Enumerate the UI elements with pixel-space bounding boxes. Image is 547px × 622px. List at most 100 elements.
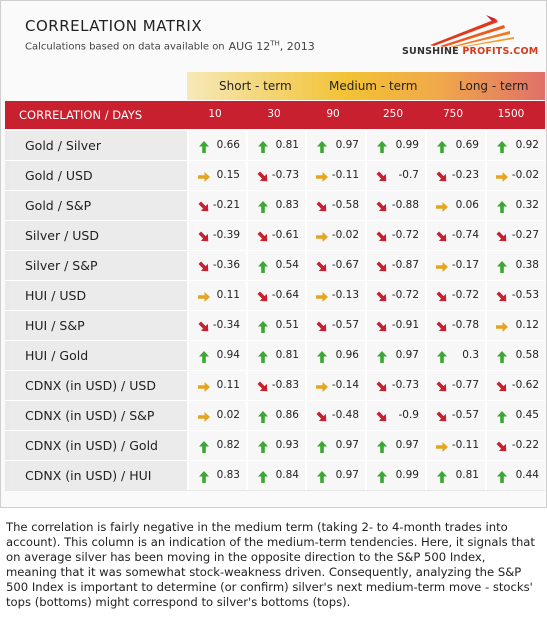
trend-up-arrow-icon — [495, 409, 509, 423]
correlation-cell: -0.22 — [485, 431, 545, 460]
correlation-value: 0.99 — [395, 469, 419, 481]
column-header-750: 750 — [442, 108, 464, 120]
correlation-cell: -0.48 — [305, 401, 365, 430]
correlation-cell: -0.7 — [365, 161, 425, 190]
correlation-cell: -0.34 — [187, 311, 246, 340]
correlation-value: 0.97 — [335, 139, 359, 151]
correlation-cell: 0.97 — [365, 431, 425, 460]
commentary-text: The correlation is fairly negative in th… — [6, 520, 535, 609]
trend-down-arrow-icon — [256, 289, 270, 303]
correlation-cell: -0.13 — [305, 281, 365, 310]
trend-up-arrow-icon — [197, 139, 211, 153]
trend-flat-arrow-icon — [495, 169, 509, 183]
correlation-cell: 0.69 — [425, 131, 485, 160]
correlation-value: 0.99 — [395, 139, 419, 151]
table-row: Gold / Silver 0.66 0.81 0.97 0.99 0.69 0.92 — [5, 130, 545, 161]
table-row: CDNX (in USD) / Gold 0.82 0.93 0.97 0.97 -0.1… — [5, 430, 545, 461]
correlation-value: -0.67 — [331, 259, 359, 271]
page-subtitle: Calculations based on data available on A… — [25, 39, 315, 53]
correlation-cell: 0.51 — [246, 311, 305, 340]
correlation-value: 0.11 — [216, 289, 240, 301]
row-label: Silver / S&P — [9, 251, 187, 280]
correlation-value: -0.36 — [212, 259, 240, 271]
correlation-value: -0.74 — [451, 229, 479, 241]
trend-down-arrow-icon — [315, 199, 329, 213]
trend-flat-arrow-icon — [315, 289, 329, 303]
correlation-cell: 0.12 — [485, 311, 545, 340]
trend-up-arrow-icon — [495, 349, 509, 363]
trend-up-arrow-icon — [256, 439, 270, 453]
correlation-value: 0.86 — [275, 409, 299, 421]
correlation-cell: -0.11 — [305, 161, 365, 190]
correlation-value: -0.9 — [398, 409, 420, 421]
correlation-value: 0.81 — [275, 139, 299, 151]
correlation-cell: 0.83 — [246, 191, 305, 220]
trend-flat-arrow-icon — [197, 169, 211, 183]
correlation-value: -0.7 — [398, 169, 420, 181]
trend-up-arrow-icon — [256, 409, 270, 423]
correlation-cell: -0.88 — [365, 191, 425, 220]
date-sup: TH — [270, 39, 280, 47]
correlation-value: 0.58 — [515, 349, 539, 361]
correlation-cell: -0.87 — [365, 251, 425, 280]
correlation-cell: 0.99 — [365, 461, 425, 490]
table-row: Silver / USD -0.39 -0.61 -0.02 -0.72 -0.74 -0.… — [5, 220, 545, 251]
correlation-cell: 0.97 — [365, 341, 425, 370]
correlation-value: -0.39 — [212, 229, 240, 241]
correlation-value: -0.11 — [331, 169, 359, 181]
correlation-value: 0.44 — [515, 469, 539, 481]
trend-up-arrow-icon — [315, 139, 329, 153]
column-header-90: 90 — [326, 108, 340, 120]
trend-up-arrow-icon — [435, 469, 449, 483]
correlation-value: 0.51 — [275, 319, 299, 331]
subtitle-text: Calculations based on data available on — [25, 41, 225, 53]
table-row: Silver / S&P -0.36 0.54 -0.67 -0.87 -0.17 0.38 — [5, 250, 545, 281]
correlation-cell: 0.11 — [187, 281, 246, 310]
correlation-cell: 0.93 — [246, 431, 305, 460]
row-label: Gold / USD — [9, 161, 187, 190]
row-label: CDNX (in USD) / USD — [9, 371, 187, 400]
trend-down-arrow-icon — [435, 169, 449, 183]
correlation-cell: -0.57 — [425, 401, 485, 430]
trend-down-arrow-icon — [375, 169, 389, 183]
trend-up-arrow-icon — [375, 439, 389, 453]
trend-up-arrow-icon — [435, 139, 449, 153]
trend-flat-arrow-icon — [315, 379, 329, 393]
correlation-cell: -0.17 — [425, 251, 485, 280]
correlation-value: -0.62 — [511, 379, 539, 391]
correlation-value: -0.83 — [271, 379, 299, 391]
correlation-value: -0.58 — [331, 199, 359, 211]
row-label: HUI / Gold — [9, 341, 187, 370]
correlation-value: -0.11 — [451, 439, 479, 451]
date-prefix: AUG 12 — [228, 39, 271, 53]
correlation-value: -0.48 — [331, 409, 359, 421]
correlation-value: -0.77 — [451, 379, 479, 391]
correlation-value: 0.97 — [335, 439, 359, 451]
trend-down-arrow-icon — [256, 379, 270, 393]
trend-flat-arrow-icon — [197, 289, 211, 303]
trend-up-arrow-icon — [435, 349, 449, 363]
column-header-250: 250 — [382, 108, 404, 120]
trend-up-arrow-icon — [375, 469, 389, 483]
horizon-long: Long - term — [459, 79, 529, 93]
correlation-value: -0.14 — [331, 379, 359, 391]
trend-down-arrow-icon — [375, 319, 389, 333]
correlation-value: 0.81 — [455, 469, 479, 481]
column-header-30: 30 — [267, 108, 281, 120]
correlation-value: 0.06 — [455, 199, 479, 211]
correlation-value: -0.61 — [271, 229, 299, 241]
correlation-cell: 0.3 — [425, 341, 485, 370]
trend-flat-arrow-icon — [435, 259, 449, 273]
logo-suffix: PROFITS.COM — [462, 46, 539, 57]
correlation-cell: 0.45 — [485, 401, 545, 430]
trend-up-arrow-icon — [197, 439, 211, 453]
sunshine-profits-logo: SUNSHINE PROFITS.COM — [400, 13, 538, 59]
trend-down-arrow-icon — [315, 259, 329, 273]
trend-down-arrow-icon — [256, 229, 270, 243]
horizon-short: Short - term — [219, 79, 292, 93]
correlation-value: -0.57 — [331, 319, 359, 331]
table-row: CDNX (in USD) / S&P 0.02 0.86 -0.48 -0.9 -0.5… — [5, 400, 545, 431]
correlation-value: 0.97 — [395, 439, 419, 451]
correlation-cell: -0.9 — [365, 401, 425, 430]
trend-up-arrow-icon — [315, 439, 329, 453]
